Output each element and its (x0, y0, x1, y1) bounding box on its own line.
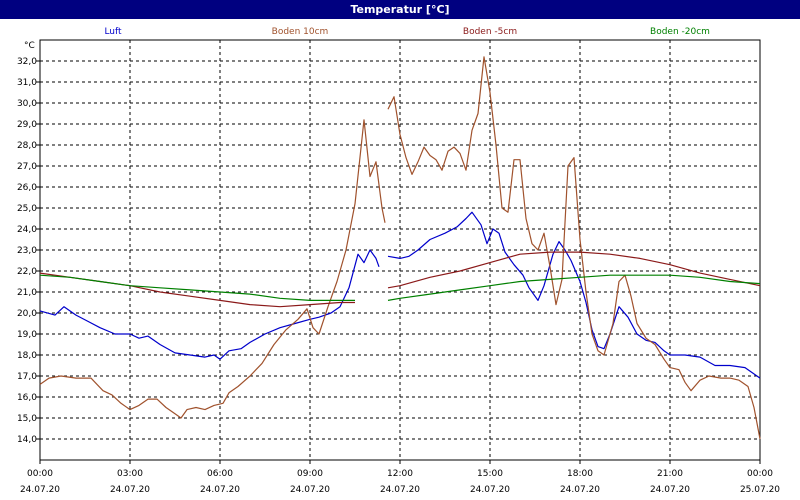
y-tick-label: 25,0 (17, 204, 37, 214)
y-tick-label: 20,0 (17, 309, 37, 319)
y-tick-label: 18,0 (17, 351, 37, 361)
x-tick-time-label: 00:00 (747, 469, 773, 479)
legend-item-luft: Luft (104, 27, 122, 37)
x-tick-date-label: 24.07.20 (110, 485, 150, 495)
x-tick-time-label: 15:00 (477, 469, 503, 479)
x-tick-time-label: 09:00 (297, 469, 323, 479)
y-tick-label: 21,0 (17, 288, 37, 298)
x-tick-time-label: 12:00 (387, 469, 413, 479)
series-line-boden-10cm (39, 56, 761, 440)
y-tick-label: 24,0 (17, 225, 37, 235)
x-tick-date-label: 24.07.20 (20, 485, 60, 495)
x-tick-date-label: 24.07.20 (380, 485, 420, 495)
y-tick-label: 23,0 (17, 246, 37, 256)
y-tick-labels: 14,0 15,0 16,0 17,0 18,0 19,0 20,0 21,0 22,0 23,0… (17, 57, 37, 445)
legend-item-boden-20cm: Boden -20cm (650, 27, 710, 37)
y-tick-label: 17,0 (17, 372, 37, 382)
x-tick-date-label: 24.07.20 (650, 485, 690, 495)
legend-item-boden-10cm: Boden 10cm (272, 27, 329, 37)
grid (36, 40, 761, 464)
x-tick-date-label: 24.07.20 (200, 485, 240, 495)
x-tick-time-label: 18:00 (567, 469, 593, 479)
x-tick-date-label: 24.07.20 (290, 485, 330, 495)
x-tick-time-label: 21:00 (657, 469, 683, 479)
y-tick-label: 15,0 (17, 414, 37, 424)
y-axis-unit: °C (24, 41, 35, 51)
x-tick-labels: 00:00 24.07.20 03:00 24.07.20 06:00 24.07.20 0… (20, 469, 780, 495)
x-tick-time-label: 03:00 (117, 469, 143, 479)
y-tick-label: 27,0 (17, 162, 37, 172)
y-tick-label: 29,0 (17, 120, 37, 130)
series-line-luft (39, 211, 761, 379)
x-tick-date-label: 24.07.20 (470, 485, 510, 495)
y-tick-label: 31,0 (17, 78, 37, 88)
legend-item-boden-5cm: Boden -5cm (463, 27, 517, 37)
y-tick-label: 26,0 (17, 183, 37, 193)
y-tick-label: 19,0 (17, 330, 37, 340)
x-tick-time-label: 06:00 (207, 469, 233, 479)
y-tick-label: 32,0 (17, 57, 37, 67)
y-tick-label: 22,0 (17, 267, 37, 277)
series-line-boden-20cm (39, 274, 761, 301)
y-tick-label: 30,0 (17, 99, 37, 109)
x-tick-time-label: 00:00 (27, 469, 53, 479)
x-tick-date-label: 24.07.20 (560, 485, 600, 495)
y-tick-label: 14,0 (17, 435, 37, 445)
y-tick-label: 16,0 (17, 393, 37, 403)
legend: Luft Boden 10cm Boden -5cm Boden -20cm (104, 27, 710, 37)
x-tick-date-label: 25.07.20 (740, 485, 780, 495)
series-lines (39, 56, 761, 440)
y-tick-label: 28,0 (17, 141, 37, 151)
chart-title: Temperatur [°C] (0, 0, 800, 19)
